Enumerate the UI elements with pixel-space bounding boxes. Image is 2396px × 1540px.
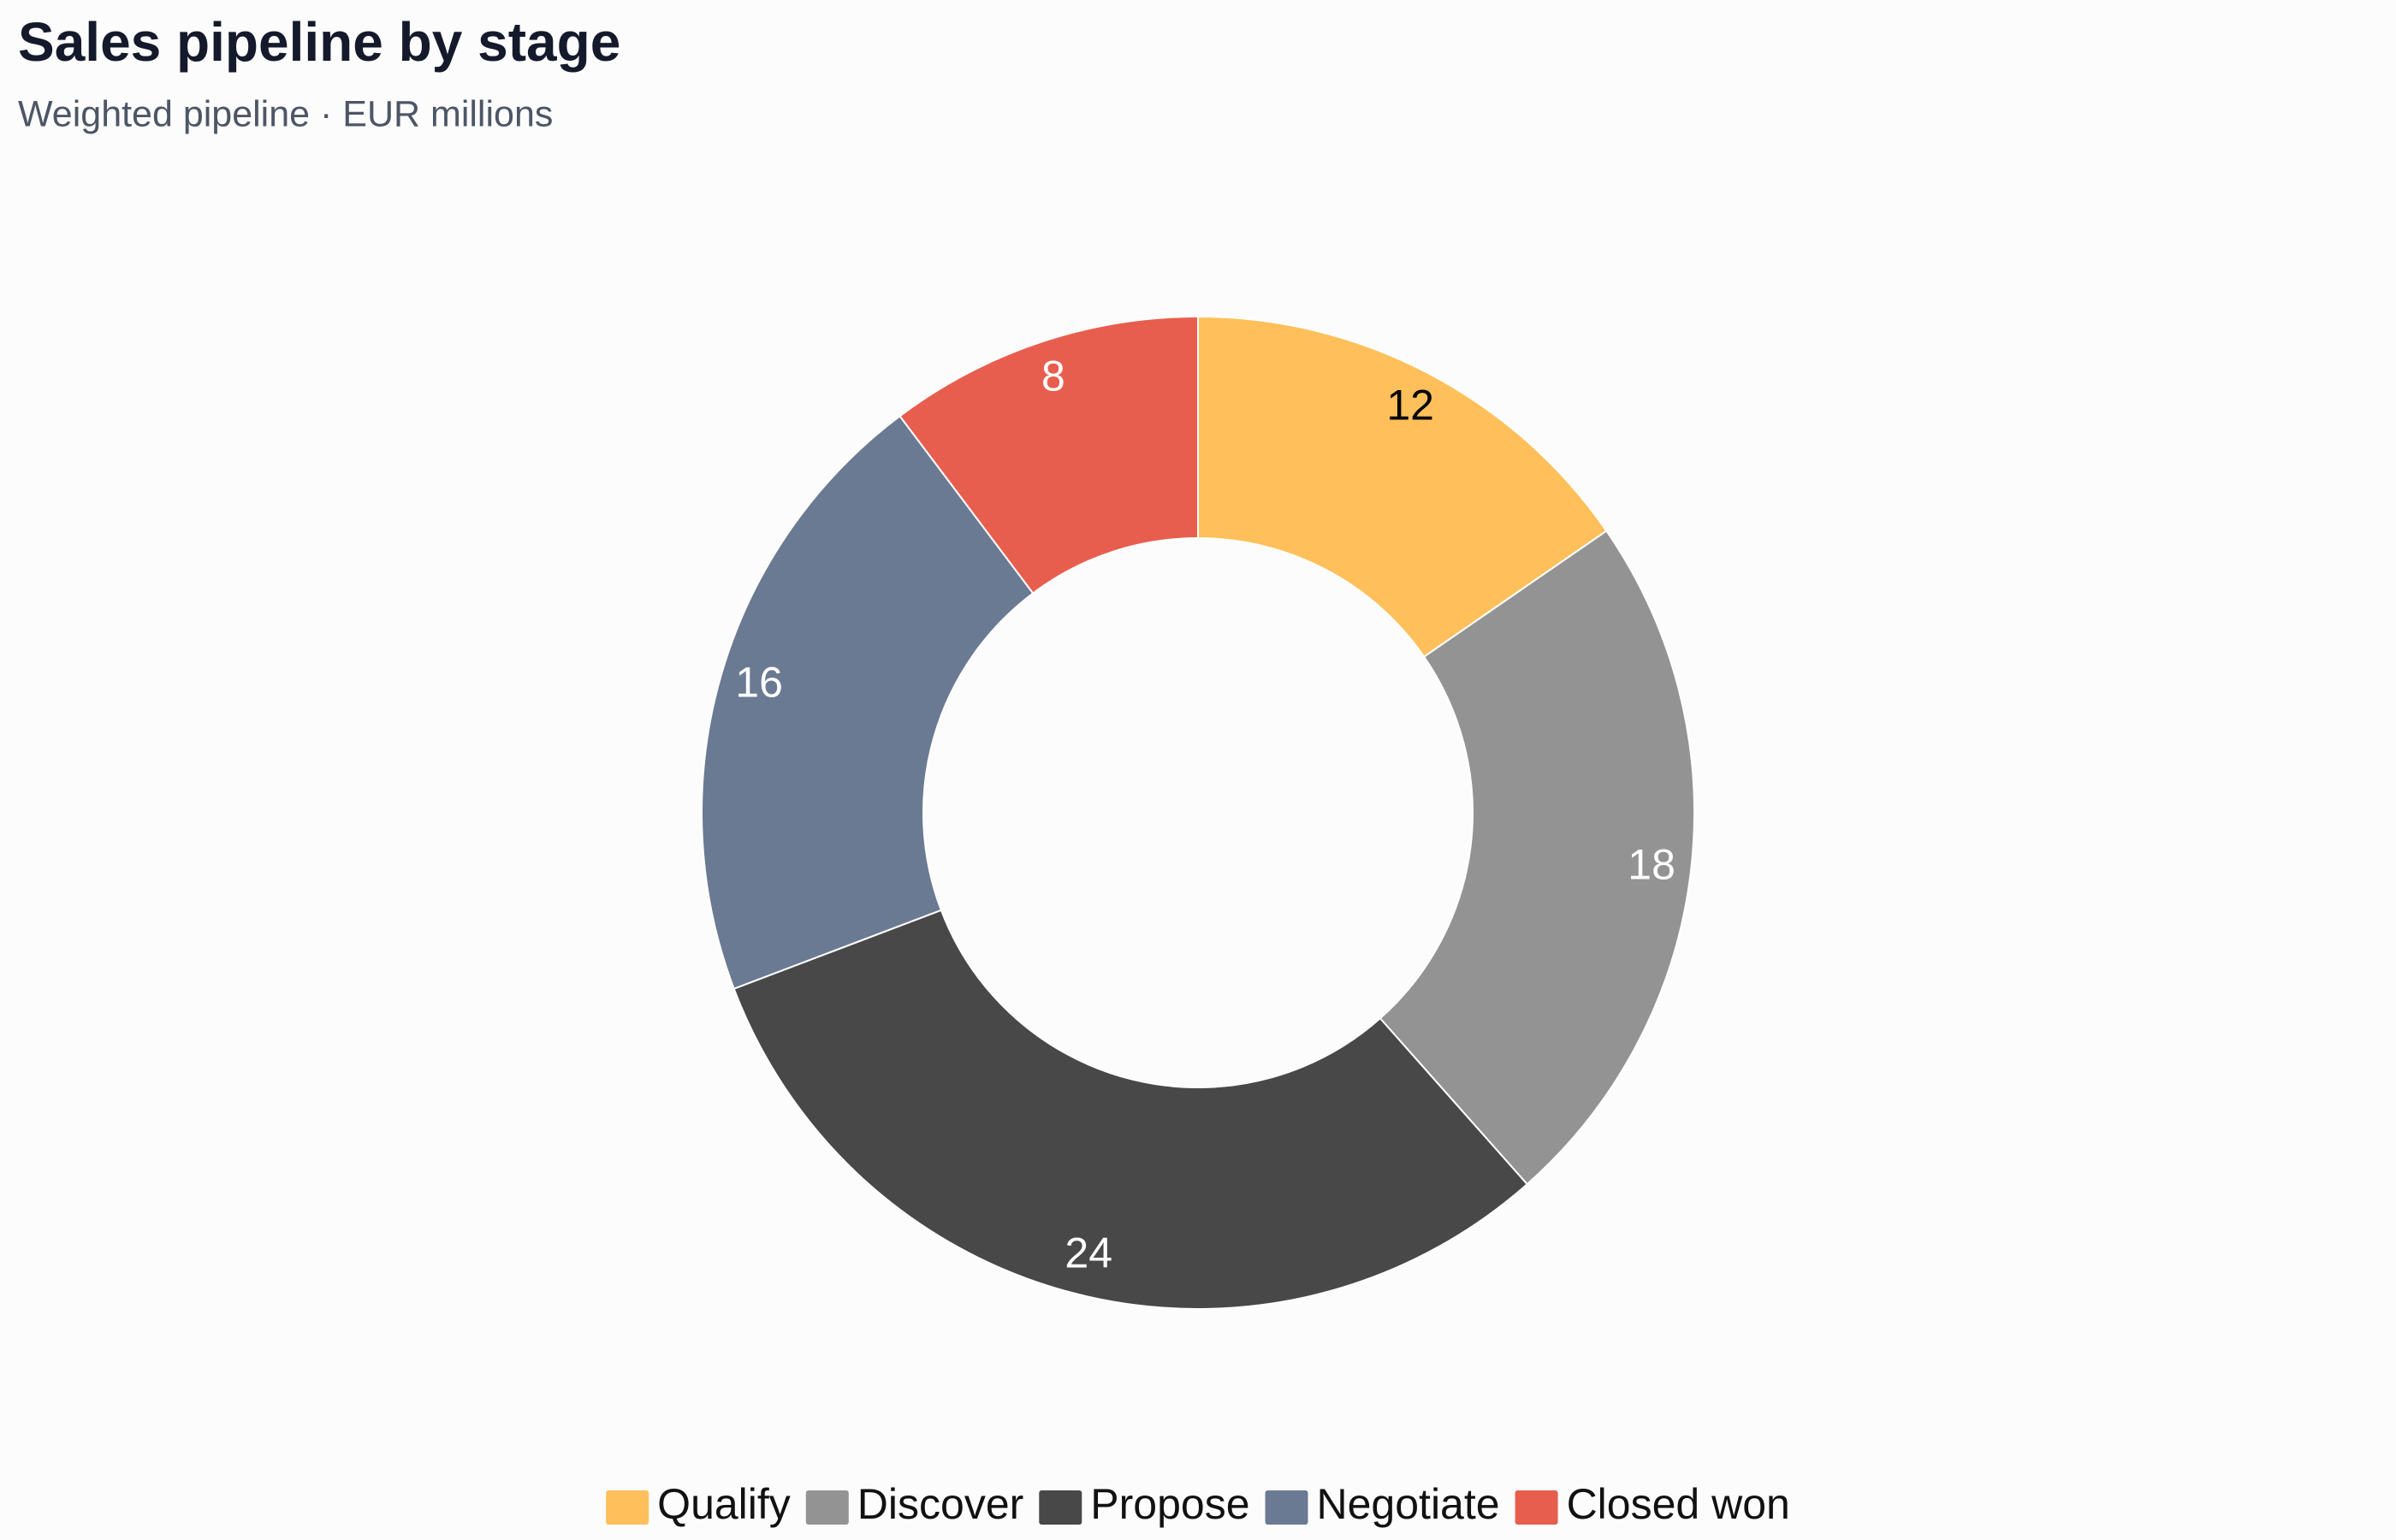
donut-slice (1197, 315, 1608, 659)
legend-swatch (805, 1490, 849, 1525)
data-label: 18 (1628, 841, 1675, 889)
legend-label: Closed won (1567, 1480, 1790, 1528)
legend-label: Propose (1090, 1480, 1249, 1528)
chart-subtitle: Weighted pipeline · EUR millions (18, 93, 553, 134)
legend-label: Qualify (657, 1480, 791, 1528)
legend-swatch (606, 1490, 649, 1525)
legend-swatch (1039, 1490, 1082, 1525)
donut-slice (898, 315, 1199, 595)
donut-slice (701, 414, 1035, 990)
data-label: 24 (1065, 1229, 1112, 1277)
data-label: 8 (1041, 352, 1065, 400)
legend: Qualify Discover Propose Negotiate Closed wo… (606, 1480, 1790, 1528)
donut-slice (1379, 530, 1695, 1186)
data-label: 16 (735, 659, 783, 707)
chart-title: Sales pipeline by stage (18, 11, 620, 73)
legend-label: Discover (857, 1480, 1023, 1528)
donut-slice (732, 909, 1529, 1311)
legend-swatch (1515, 1490, 1558, 1525)
data-label: 12 (1386, 381, 1434, 429)
legend-swatch (1265, 1490, 1308, 1525)
legend-label: Negotiate (1317, 1480, 1500, 1528)
